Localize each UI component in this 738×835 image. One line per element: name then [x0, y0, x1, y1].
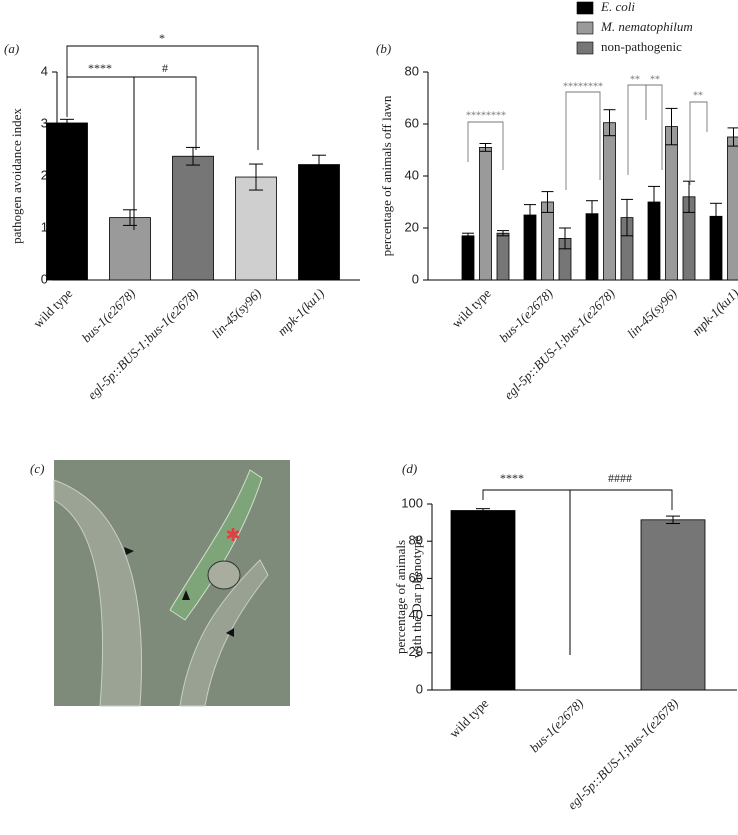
- x-tick-label: egl-5p::BUS-1;bus-1(e2678): [501, 286, 618, 403]
- panel-label: (c): [30, 461, 44, 476]
- y-tick-label: 80: [405, 63, 419, 78]
- significance-label: **: [693, 90, 703, 101]
- bar: [666, 127, 678, 280]
- y-tick-label: 0: [416, 681, 423, 696]
- x-tick-label: mpk-1(ku1): [689, 286, 738, 339]
- y-tick-label: 60: [405, 115, 419, 130]
- significance-label: **: [630, 74, 640, 85]
- significance-label: **: [650, 74, 660, 85]
- significance-label: ********: [563, 81, 603, 92]
- x-tick-label: lin-45(sy96): [624, 286, 680, 342]
- legend-swatch: [577, 42, 593, 54]
- y-axis-label: percentage of animals: [393, 540, 408, 654]
- x-tick-label: bus-1(e2678): [496, 286, 556, 346]
- microscopy-image: ✱: [54, 460, 290, 706]
- bar: [299, 165, 340, 280]
- bar: [542, 202, 554, 280]
- bar: [480, 147, 492, 280]
- significance-label: ********: [466, 110, 506, 121]
- significance-bracket: [690, 102, 707, 185]
- significance-label: ####: [608, 471, 632, 485]
- x-tick-label: wild type: [30, 285, 75, 330]
- bar: [462, 236, 474, 280]
- significance-label: *: [159, 31, 165, 45]
- panel-label: (b): [376, 41, 391, 56]
- x-tick-label: lin-45(sy96): [209, 286, 265, 342]
- panel-label: (d): [402, 461, 417, 476]
- bar: [173, 156, 214, 280]
- x-tick-label: egl-5p::BUS-1;bus-1(e2678): [84, 286, 201, 403]
- x-tick-label: bus-1(e2678): [79, 286, 139, 346]
- y-axis-label: with the Dar phenotype: [409, 536, 424, 659]
- marker: ✱: [225, 525, 240, 545]
- bar: [497, 233, 509, 280]
- y-tick-label: 0: [412, 271, 419, 286]
- y-tick-label: 20: [405, 219, 419, 234]
- x-tick-label: egl-5p::BUS-1;bus-1(e2678): [564, 696, 681, 813]
- legend-label: M. nematophilum: [600, 19, 693, 34]
- y-tick-label: 40: [405, 167, 419, 182]
- significance-bracket: [628, 85, 646, 175]
- significance-label: ****: [500, 471, 524, 485]
- y-axis-label: pathogen avoidance index: [9, 108, 24, 244]
- significance-label: ****: [88, 61, 112, 75]
- significance-label: #: [162, 61, 168, 75]
- legend-label: E. coli: [600, 0, 635, 14]
- bar: [641, 520, 705, 690]
- x-tick-label: wild type: [446, 695, 491, 740]
- panel-label: (a): [4, 41, 19, 56]
- bar: [604, 123, 616, 280]
- bar: [236, 177, 277, 280]
- significance-bracket: [646, 85, 662, 170]
- bar: [451, 511, 515, 690]
- y-tick-label: 4: [41, 63, 48, 78]
- y-tick-label: 100: [401, 495, 423, 510]
- legend-swatch: [577, 22, 593, 34]
- bar: [728, 137, 738, 280]
- bar: [47, 123, 88, 280]
- x-tick-label: bus-1(e2678): [527, 696, 587, 756]
- legend-swatch: [577, 2, 593, 14]
- x-tick-label: wild type: [449, 285, 494, 330]
- significance-bracket: [566, 92, 600, 190]
- legend-label: non-pathogenic: [601, 39, 682, 54]
- x-tick-label: mpk-1(ku1): [274, 286, 327, 339]
- y-axis-label: percentage of animals off lawn: [379, 95, 394, 256]
- bar: [110, 218, 151, 280]
